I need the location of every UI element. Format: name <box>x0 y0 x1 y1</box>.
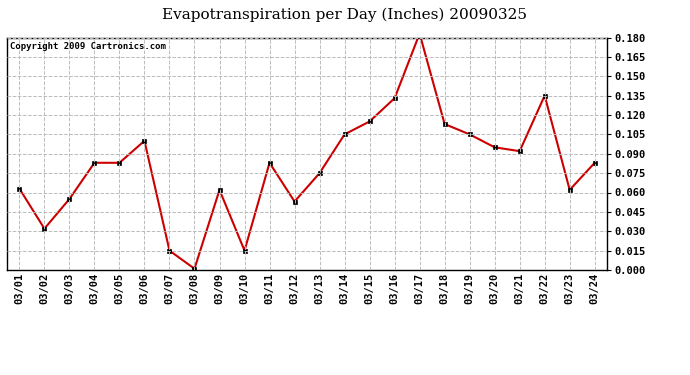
Text: Copyright 2009 Cartronics.com: Copyright 2009 Cartronics.com <box>10 42 166 51</box>
Text: Evapotranspiration per Day (Inches) 20090325: Evapotranspiration per Day (Inches) 2009… <box>163 8 527 22</box>
